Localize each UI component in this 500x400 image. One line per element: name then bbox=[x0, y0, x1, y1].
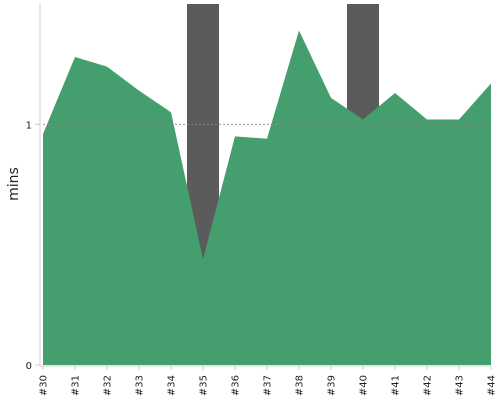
y-axis-title: mins bbox=[6, 167, 22, 201]
series-area bbox=[43, 30, 491, 366]
x-tick-label: #36 bbox=[231, 375, 242, 396]
y-tick-label: 1 bbox=[26, 120, 32, 131]
x-tick-label: #32 bbox=[103, 375, 114, 396]
x-tick-label: #41 bbox=[391, 375, 402, 396]
y-tick-label: 0 bbox=[26, 361, 32, 372]
x-tick-label: #44 bbox=[487, 375, 498, 396]
x-tick-label: #38 bbox=[295, 375, 306, 396]
y-axis-ticks: 01 bbox=[26, 120, 40, 372]
x-tick-label: #35 bbox=[199, 375, 210, 396]
x-tick-label: #39 bbox=[327, 375, 338, 396]
x-tick-label: #31 bbox=[71, 375, 82, 396]
x-axis-ticks: #30 #31 #32 #33 #34 #35 #36 #37 #38 #39 #40 #41 #42 #… bbox=[39, 366, 498, 396]
x-tick-label: #30 bbox=[39, 375, 50, 396]
x-tick-label: #43 bbox=[455, 375, 466, 396]
x-tick-label: #42 bbox=[423, 375, 434, 396]
x-tick-label: #33 bbox=[135, 375, 146, 396]
x-tick-label: #37 bbox=[263, 375, 274, 396]
x-tick-label: #40 bbox=[359, 375, 370, 396]
x-tick-label: #34 bbox=[167, 375, 178, 396]
